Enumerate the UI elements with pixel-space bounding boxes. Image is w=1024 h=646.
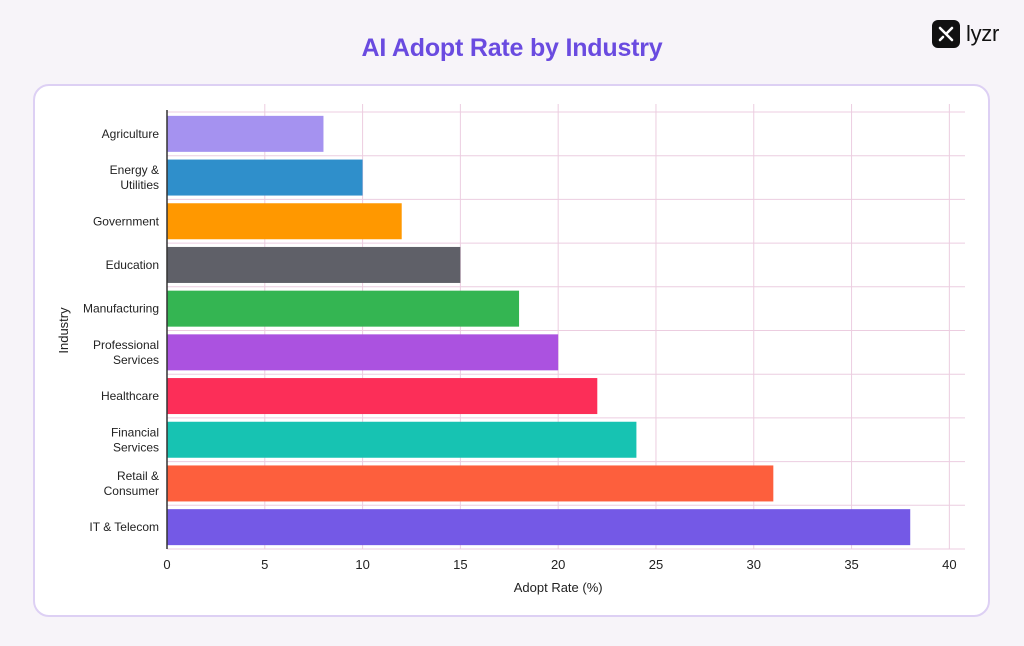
y-tick-label: Financial Services	[111, 425, 159, 454]
bar	[167, 334, 559, 371]
x-tick-label: 0	[163, 557, 170, 572]
x-tick-label: 5	[261, 557, 268, 572]
bar	[167, 203, 402, 240]
chart-card: Agriculture Energy & Utilities Government Ed…	[33, 84, 990, 617]
bar	[167, 290, 520, 327]
y-tick-label: Energy & Utilities	[110, 163, 159, 192]
y-tick-label: Manufacturing	[83, 302, 159, 316]
x-tick-label: 35	[844, 557, 858, 572]
bar	[167, 465, 774, 502]
brand-name: lyzr	[966, 21, 1000, 46]
x-tick-label: 30	[747, 557, 761, 572]
y-tick-label: IT & Telecom	[89, 520, 159, 534]
y-tick-label: Agriculture	[102, 127, 160, 141]
y-tick-label: Healthcare	[101, 389, 159, 403]
bar	[167, 378, 598, 415]
x-tick-label: 20	[551, 557, 565, 572]
y-axis-label: Industry	[56, 307, 71, 354]
bar	[167, 115, 324, 152]
lyzr-logo-icon	[932, 20, 960, 48]
bar	[167, 246, 461, 283]
page-title: AI Adopt Rate by Industry	[361, 34, 663, 62]
x-axis-label: Adopt Rate (%)	[514, 580, 603, 595]
x-tick-label: 40	[942, 557, 956, 572]
x-tick-label: 25	[649, 557, 663, 572]
y-tick-label: Government	[93, 214, 160, 228]
bar	[167, 159, 363, 196]
x-tick-label: 15	[453, 557, 467, 572]
x-tick-label: 10	[355, 557, 369, 572]
bar-chart: Agriculture Energy & Utilities Government Ed…	[56, 104, 965, 595]
y-tick-label: Professional Services	[93, 338, 159, 367]
bar	[167, 509, 911, 546]
bar	[167, 421, 637, 458]
y-tick-label: Retail & Consumer	[104, 469, 159, 498]
brand-logo: lyzr	[932, 20, 999, 48]
y-tick-label: Education	[106, 258, 159, 272]
